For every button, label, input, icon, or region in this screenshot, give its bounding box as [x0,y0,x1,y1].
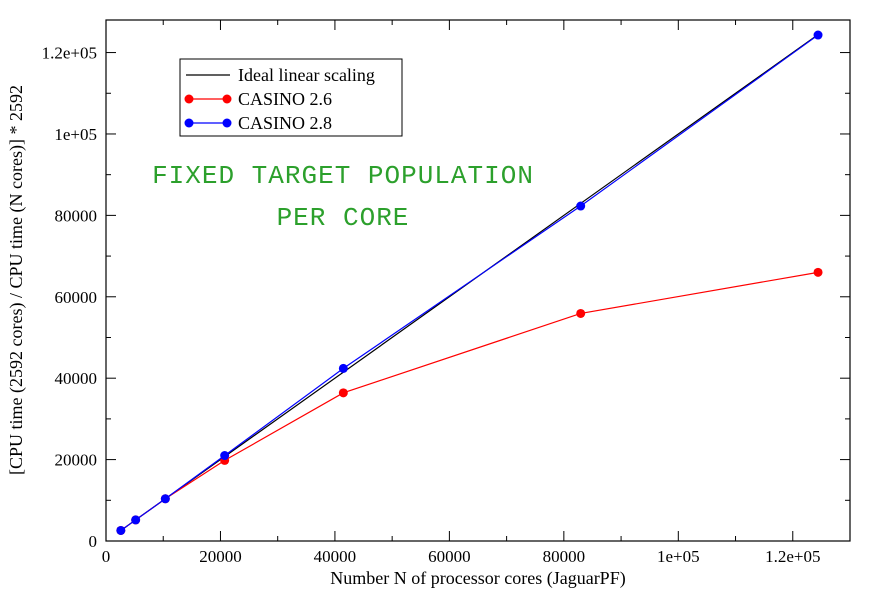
x-axis-label: Number N of processor cores (JaguarPF) [330,568,625,589]
y-tick-label: 20000 [55,451,98,470]
y-tick-label: 40000 [55,369,98,388]
y-axis: 0 20000 40000 60000 80000 1e+05 1.2e+05 [42,44,850,551]
series-point-2 [813,30,823,40]
x-tick-label: 0 [102,547,111,566]
series-point-2 [131,515,141,525]
x-tick-label: 40000 [314,547,357,566]
x-tick-label: 1.2e+05 [765,547,820,566]
series-point-2 [220,451,230,461]
legend-marker [222,118,232,128]
x-tick-label: 20000 [199,547,242,566]
series-point-2 [116,525,126,535]
series-line-1 [120,271,819,531]
series-point-2 [160,494,170,504]
series-point-1 [338,388,348,398]
annotation-line-2: PER CORE [277,203,410,233]
y-axis-label: [CPU time (2592 cores) / CPU time (N cor… [6,85,27,475]
y-tick-label: 0 [89,532,98,551]
series-point-2 [338,363,348,373]
legend-label-1: CASINO 2.6 [238,89,332,109]
y-tick-label: 80000 [55,206,98,225]
legend-marker [222,94,232,104]
y-tick-label: 60000 [55,288,98,307]
series-point-2 [576,201,586,211]
series-point-1 [576,308,586,318]
legend-label-2: CASINO 2.8 [238,113,332,133]
series-layer [116,30,823,535]
series-point-1 [813,267,823,277]
plot-frame [105,19,851,542]
x-tick-label: 60000 [428,547,471,566]
legend: Ideal linear scaling CASINO 2.6 CASINO 2.8 [179,58,403,137]
legend-marker [184,94,194,104]
legend-marker [184,118,194,128]
y-tick-label: 1e+05 [54,125,97,144]
y-tick-label: 1.2e+05 [42,44,97,63]
x-axis: 0 20000 40000 60000 80000 1e+05 1.2e+05 [102,20,851,566]
x-tick-label: 80000 [543,547,586,566]
x-tick-label: 1e+05 [657,547,700,566]
legend-label-0: Ideal linear scaling [238,65,375,85]
annotation-line-1: FIXED TARGET POPULATION [152,161,534,191]
